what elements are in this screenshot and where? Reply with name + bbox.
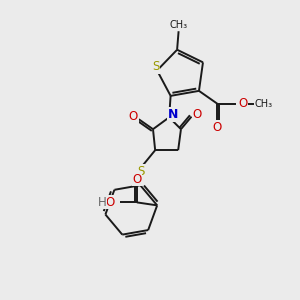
Text: O: O xyxy=(213,121,222,134)
Text: O: O xyxy=(238,97,248,110)
Text: N: N xyxy=(168,108,178,121)
Text: CH₃: CH₃ xyxy=(255,99,273,109)
Text: CH₃: CH₃ xyxy=(169,20,188,30)
Text: O: O xyxy=(132,172,142,186)
Text: H: H xyxy=(98,196,107,209)
Text: S: S xyxy=(152,60,159,73)
Text: O: O xyxy=(192,108,202,121)
Text: O: O xyxy=(105,196,115,209)
Text: S: S xyxy=(137,165,145,178)
Text: O: O xyxy=(129,110,138,123)
